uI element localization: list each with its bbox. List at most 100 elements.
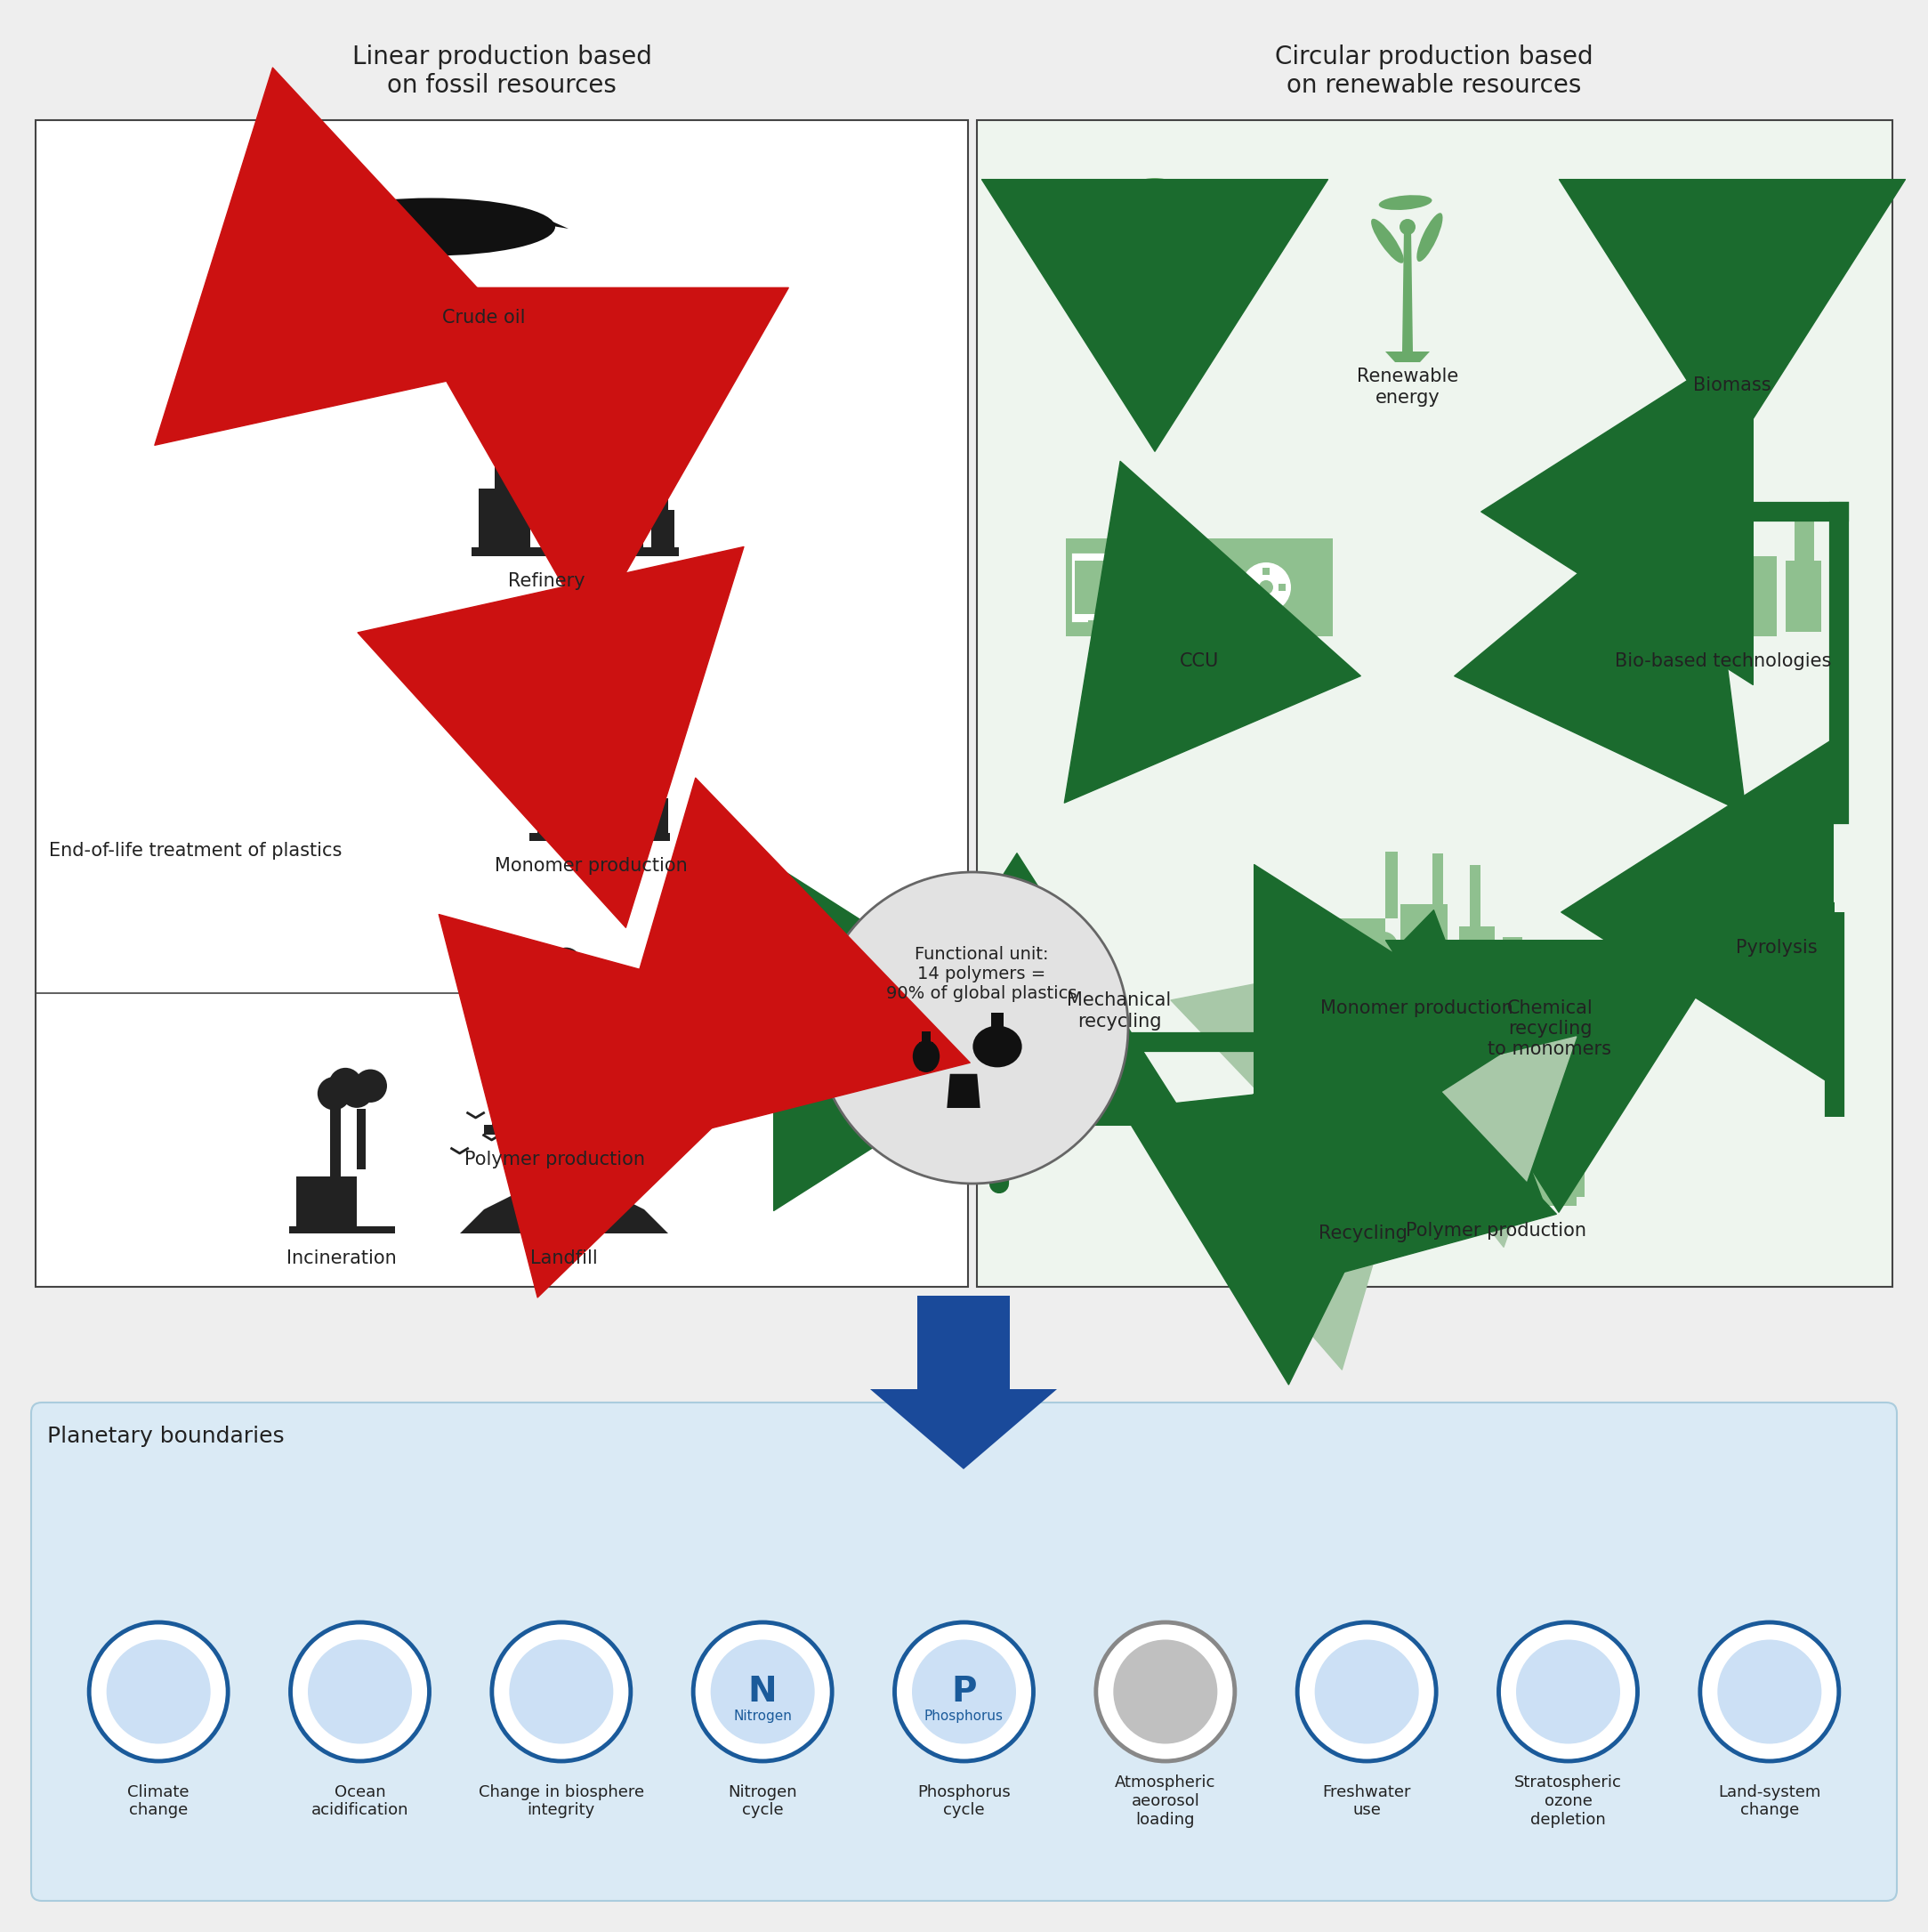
Circle shape [1109,554,1176,622]
Bar [613,1074,652,1124]
Ellipse shape [1702,301,1760,330]
Bar [617,415,629,497]
FancyBboxPatch shape [31,1403,1897,1901]
Circle shape [106,1640,210,1745]
Bar [1138,599,1145,607]
Circle shape [694,1623,833,1762]
Bar [596,790,634,833]
Text: Biomass: Biomass [1693,377,1772,394]
Bar [1066,539,1332,636]
Text: Refinery: Refinery [507,572,584,589]
Bar [289,1227,395,1233]
Circle shape [565,690,596,723]
Circle shape [1718,1640,1822,1745]
Bar [1463,1126,1510,1198]
Text: N: N [748,1675,777,1708]
Bar [1384,852,1398,918]
Bar [1687,556,1778,636]
Bar [492,1066,542,1124]
Polygon shape [372,253,395,299]
Ellipse shape [1371,218,1404,263]
Bar [1070,553,1111,622]
Polygon shape [870,1296,1057,1468]
Bar [1330,918,1384,976]
Bar [1392,1140,1448,1198]
Polygon shape [947,1074,979,1107]
Bar [1433,854,1442,904]
Text: Linear production based
on fossil resources: Linear production based on fossil resour… [353,44,652,99]
Polygon shape [1386,352,1431,361]
Circle shape [1138,257,1176,296]
Bar [652,510,675,547]
Circle shape [1155,242,1201,288]
Circle shape [1594,539,1693,636]
Circle shape [895,1623,1033,1762]
Bar [484,1124,688,1134]
Text: CO₂: CO₂ [1134,224,1176,245]
Circle shape [1402,1146,1438,1184]
Bar [615,740,625,798]
Circle shape [1178,562,1228,612]
Ellipse shape [1745,255,1799,298]
Bar [1795,512,1814,560]
Bar [642,798,667,833]
Circle shape [1161,207,1224,269]
Circle shape [528,949,557,980]
Circle shape [1170,554,1238,622]
Bar [1184,583,1192,591]
Circle shape [546,796,573,823]
Circle shape [1197,580,1211,595]
Ellipse shape [1379,195,1433,211]
Circle shape [89,1623,228,1762]
Bar [920,1041,933,1070]
Bar [549,469,592,547]
Text: Nitrogen
cycle: Nitrogen cycle [729,1783,796,1818]
Text: Polymer production: Polymer production [465,1151,646,1169]
Circle shape [1242,562,1292,612]
Text: Stratospheric
ozone
depletion: Stratospheric ozone depletion [1513,1776,1621,1828]
Bar [478,489,530,547]
Bar [576,715,586,790]
Text: Renewable
energy: Renewable energy [1357,367,1458,406]
Bar [559,1063,602,1124]
Bar [538,782,584,833]
Wedge shape [1369,1111,1427,1200]
Circle shape [1112,1640,1217,1745]
Text: Phosphorus
cycle: Phosphorus cycle [918,1783,1010,1818]
Bar [1785,560,1822,632]
Circle shape [1107,178,1203,276]
Bar [297,1177,357,1227]
Bar [1138,568,1145,576]
Circle shape [1369,931,1398,960]
Bar [530,983,544,1066]
Text: CCU: CCU [1180,653,1218,670]
Circle shape [1232,554,1299,622]
Circle shape [492,1623,630,1762]
Bar [659,1086,684,1124]
Bar [1087,620,1099,628]
Text: Planetary boundaries: Planetary boundaries [46,1426,283,1447]
Circle shape [1087,205,1151,270]
Bar [1402,904,1448,976]
Bar [1074,560,1107,614]
Bar [557,392,563,406]
Ellipse shape [307,197,555,255]
Text: Polymer production: Polymer production [1406,1221,1587,1240]
Bar [35,120,968,1287]
Text: Bio-based technologies: Bio-based technologies [1616,653,1832,670]
Bar [1122,583,1130,591]
Text: Phosphorus: Phosphorus [924,1710,1004,1723]
Bar [922,1032,931,1041]
Circle shape [318,1076,351,1111]
Circle shape [1298,1623,1436,1762]
Circle shape [517,958,546,989]
Circle shape [711,1640,816,1745]
Bar [977,120,1893,1287]
Circle shape [1259,580,1272,595]
Circle shape [339,1074,374,1107]
Bar [1278,583,1286,591]
Text: Mechanical
recycling: Mechanical recycling [1066,991,1172,1030]
Wedge shape [1313,1072,1413,1111]
Text: Incineration: Incineration [287,1250,397,1267]
Text: Ocean
acidification: Ocean acidification [310,1783,409,1818]
